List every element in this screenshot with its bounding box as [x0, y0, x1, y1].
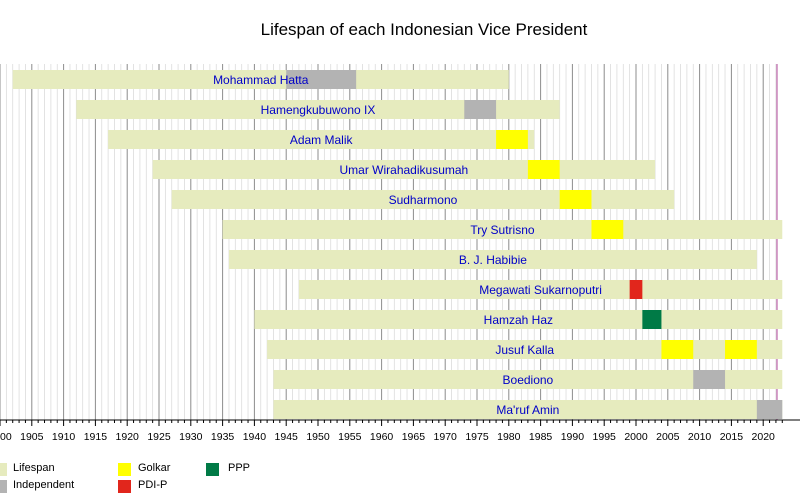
term-bar — [756, 400, 783, 419]
term-bar — [527, 160, 560, 179]
bar-labels: Mohammad Hatta Hamengkubuwono IX Adam Mali… — [213, 73, 602, 417]
x-tick-label: 2010 — [688, 431, 712, 443]
legend-label: Golkar — [138, 462, 171, 474]
chart-title: Lifespan of each Indonesian Vice Preside… — [260, 20, 588, 39]
term-bar — [464, 100, 497, 119]
bar-label: B. J. Habibie — [459, 253, 527, 267]
bars — [12, 70, 783, 419]
x-tick-label: 2015 — [720, 431, 744, 443]
legend-swatch — [206, 463, 219, 476]
x-tick-label: 1950 — [306, 431, 330, 443]
x-tick-label: 2005 — [656, 431, 680, 443]
lifespan-bar — [222, 220, 783, 239]
lifespan-bar — [76, 100, 560, 119]
x-tick-label: 1920 — [116, 431, 140, 443]
legend-swatch — [118, 463, 131, 476]
x-tick-label: 1970 — [434, 431, 458, 443]
legend-label: PPP — [228, 462, 251, 474]
x-tick-label: 1960 — [370, 431, 394, 443]
term-bar — [559, 190, 592, 209]
bar-label: Sudharmono — [389, 193, 458, 207]
x-tick-label: 2020 — [752, 431, 776, 443]
term-bar — [725, 340, 757, 359]
x-tick-label: 1910 — [52, 431, 76, 443]
x-tick-label: 1965 — [402, 431, 426, 443]
legend-swatch — [118, 480, 131, 493]
term-bar — [642, 310, 662, 329]
x-tick-label: 1980 — [497, 431, 521, 443]
x-tick-label: 1990 — [561, 431, 585, 443]
bar-label: Adam Malik — [290, 133, 354, 147]
legend-swatch — [0, 463, 7, 476]
lifespan-bar — [171, 190, 675, 209]
bar-label: Boediono — [503, 373, 554, 387]
x-tick-label: 1940 — [243, 431, 267, 443]
x-tick-label: 1945 — [275, 431, 299, 443]
x-tick-label: 1925 — [147, 431, 171, 443]
legend-swatch — [0, 480, 7, 493]
grid-lines — [0, 64, 778, 420]
lifespan-bar — [108, 130, 535, 149]
bar-label: Megawati Sukarnoputri — [479, 283, 602, 297]
x-tick-label: 1905 — [20, 431, 44, 443]
lifespan-bar — [267, 340, 783, 359]
legend-label: Independent — [13, 479, 75, 491]
term-bar — [286, 70, 357, 89]
x-tick-label: 1985 — [529, 431, 553, 443]
term-bar — [591, 220, 624, 239]
x-tick-label: 1915 — [84, 431, 108, 443]
term-bar — [693, 370, 726, 389]
bar-label: Hamzah Haz — [484, 313, 553, 327]
bar-label: Ma'ruf Amin — [496, 403, 559, 417]
x-tick-label: 1930 — [179, 431, 203, 443]
term-bar — [629, 280, 643, 299]
x-tick-label: 00 — [0, 431, 12, 443]
x-tick-label: 1975 — [465, 431, 489, 443]
lifespan-bar — [273, 370, 783, 389]
bar-label: Mohammad Hatta — [213, 73, 309, 87]
x-tick-label: 2000 — [624, 431, 648, 443]
lifespan-bar — [298, 280, 783, 299]
lifespan-bar — [273, 400, 783, 419]
term-bar — [661, 340, 694, 359]
lifespan-bar — [12, 70, 509, 89]
legend-label: Lifespan — [13, 462, 55, 474]
bar-label: Jusuf Kalla — [495, 343, 554, 357]
term-bar — [496, 130, 528, 149]
x-tick-label: 1955 — [338, 431, 362, 443]
x-axis: 00 1905 1910 1915 1920 1925 1930 1935 1940 1945 19… — [0, 419, 800, 443]
lifespan-bar — [228, 250, 757, 269]
bar-label: Hamengkubuwono IX — [261, 103, 376, 117]
bar-label: Try Sutrisno — [470, 223, 535, 237]
bar-label: Umar Wirahadikusumah — [340, 163, 469, 177]
legend-label: PDI-P — [138, 479, 168, 491]
x-tick-label: 1995 — [593, 431, 617, 443]
x-tick-label: 1935 — [211, 431, 235, 443]
